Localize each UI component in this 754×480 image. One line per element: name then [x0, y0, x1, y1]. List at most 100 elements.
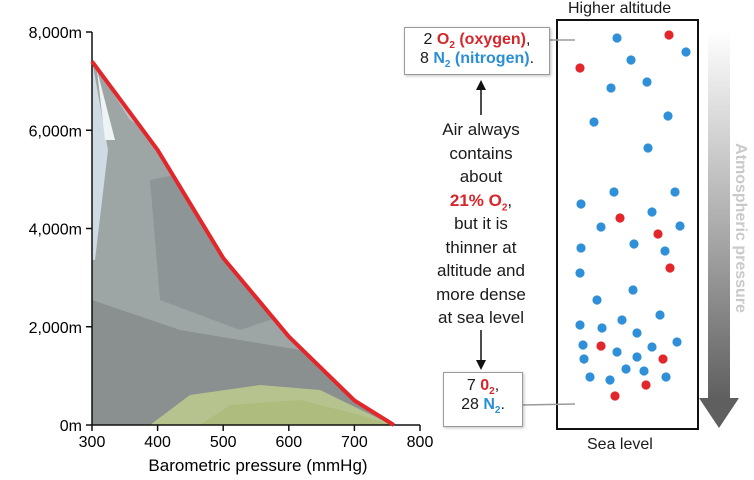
n2-molecule-top — [681, 47, 691, 57]
o2-name: (oxygen) — [454, 31, 527, 48]
o2-molecule-bottom — [615, 213, 625, 223]
bottom-connector — [521, 403, 576, 406]
y-tick-label: 2,000m — [29, 320, 82, 337]
n2-molecule-top — [606, 83, 616, 93]
mountain-illustration — [92, 61, 394, 425]
callout-line-9: at sea level — [438, 308, 524, 327]
n2-molecule-top — [612, 33, 622, 43]
n2-molecule-bottom — [585, 372, 595, 382]
n2-molecule-bottom — [575, 320, 585, 330]
pressure-arrow — [699, 30, 739, 428]
n2-molecule-top — [642, 77, 652, 87]
x-ticks: 300 400 500 600 700 800 — [79, 425, 434, 451]
n2-molecule-bottom — [575, 268, 585, 278]
down-arrow — [476, 330, 486, 370]
callout-line-1: Air always — [442, 120, 520, 139]
callout-emphasis: 21% O — [449, 190, 502, 210]
bottom-line1-end: , — [494, 377, 500, 394]
n2-molecule-top — [663, 111, 673, 121]
bottom-line2-end: . — [500, 396, 505, 413]
pressure-altitude-line — [90, 60, 395, 427]
top-line2-end: . — [529, 50, 535, 67]
y-tick-label: 6,000m — [29, 123, 82, 140]
o2-formula: O — [436, 31, 450, 48]
callout-emphasis-end: , — [507, 190, 513, 210]
callout-line-2: contains — [449, 143, 513, 163]
oxygen-callout: Air always contains about 21% O2, but it… — [414, 118, 548, 330]
bottom-n2-count: 28 — [461, 396, 479, 413]
n2-name: (nitrogen) — [450, 50, 530, 67]
bottom-o2-count: 7 — [466, 377, 476, 394]
callout-line-8: more dense — [436, 284, 526, 304]
callout-line-7: altitude and — [437, 261, 525, 280]
n2-molecule-bottom — [605, 375, 615, 385]
o2-molecule-bottom — [665, 263, 675, 273]
callout-line-6: thinner at — [445, 237, 517, 257]
x-axis-title: Barometric pressure (mmHg) — [148, 456, 367, 475]
n2-molecule-bottom — [578, 340, 588, 350]
n2-molecule-bottom — [647, 342, 657, 352]
n2-molecule-top — [589, 117, 599, 127]
n2-molecule-bottom — [579, 354, 589, 364]
x-tick-label: 600 — [275, 434, 302, 451]
o2-molecule-bottom — [596, 341, 606, 351]
top-n2-count: 8 — [419, 50, 429, 67]
x-tick-label: 700 — [341, 434, 368, 451]
pressure-arrow-label: Atmospheric pressure — [732, 143, 749, 313]
bottom-o2-formula: 0 — [480, 377, 490, 394]
callout-line-5: but it is — [454, 214, 508, 233]
n2-molecule-bottom — [661, 372, 671, 382]
up-arrow — [476, 80, 486, 115]
bottom-n2-formula: N — [483, 396, 495, 413]
n2-molecule-bottom — [655, 310, 665, 320]
n2-molecule-bottom — [617, 315, 627, 325]
n2-molecule-bottom — [632, 328, 642, 338]
higher-altitude-label: Higher altitude — [568, 0, 672, 17]
o2-molecule-bottom — [653, 229, 663, 239]
n2-molecule-bottom — [672, 337, 682, 347]
o2-molecule-bottom — [658, 354, 668, 364]
o2-subscript: 2 — [449, 40, 455, 52]
bottom-o2-subscript: 2 — [489, 386, 495, 398]
n2-molecule-bottom — [576, 243, 586, 253]
n2-molecule-bottom — [628, 285, 638, 295]
y-tick-label: 0m — [60, 418, 82, 435]
y-tick-label: 8,000m — [29, 25, 82, 42]
n2-molecule-bottom — [639, 366, 649, 376]
n2-molecule-bottom — [647, 207, 657, 217]
n2-molecule-bottom — [609, 187, 619, 197]
n2-molecule-bottom — [596, 222, 606, 232]
top-o2-count: 2 — [423, 31, 433, 48]
n2-molecule-bottom — [660, 246, 670, 256]
n2-molecule-bottom — [629, 239, 639, 249]
n2-molecule-bottom — [612, 347, 622, 357]
o2-molecule-bottom — [610, 391, 620, 401]
o2-molecule-bottom — [641, 380, 651, 390]
n2-molecule-bottom — [632, 352, 642, 362]
top-line1-end: , — [526, 31, 531, 48]
n2-molecule-bottom — [670, 187, 680, 197]
o2-molecule-top — [575, 63, 585, 73]
n2-subscript: 2 — [444, 59, 451, 71]
y-ticks: 0m 2,000m 4,000m 6,000m 8,000m — [29, 25, 92, 435]
y-tick-label: 4,000m — [29, 222, 82, 239]
top-molecule-box: 2 O2 (oxygen), 8 N2 (nitrogen). — [404, 27, 550, 75]
x-tick-label: 300 — [79, 434, 106, 451]
molecules — [575, 30, 691, 401]
x-tick-label: 400 — [144, 434, 171, 451]
x-tick-label: 800 — [407, 434, 434, 451]
sea-level-label: Sea level — [587, 436, 653, 453]
n2-formula: N — [433, 50, 445, 67]
n2-molecule-top — [626, 55, 636, 65]
x-tick-label: 500 — [210, 434, 237, 451]
air-column — [556, 19, 699, 430]
n2-molecule-bottom — [597, 323, 607, 333]
n2-molecule-top — [643, 143, 653, 153]
n2-molecule-bottom — [592, 295, 602, 305]
callout-emphasis-sub: 2 — [501, 201, 508, 213]
n2-molecule-bottom — [675, 221, 685, 231]
bottom-molecule-box: 7 02, 28 N2. — [443, 372, 523, 427]
n2-molecule-bottom — [621, 364, 631, 374]
